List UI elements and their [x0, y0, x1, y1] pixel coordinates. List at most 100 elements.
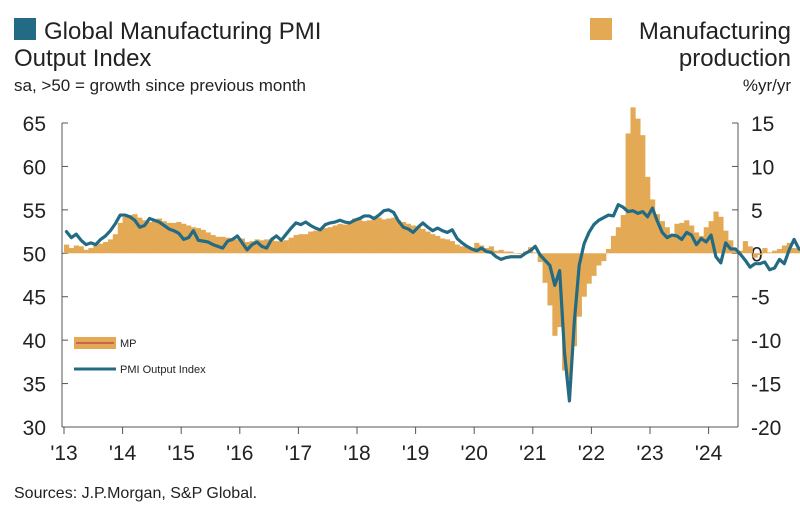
mp-bar [386, 218, 392, 254]
right-title-marker [590, 18, 612, 40]
mp-bar [776, 248, 783, 254]
mp-bar [781, 245, 788, 254]
mp-bar [225, 237, 231, 254]
mp-bar [571, 253, 578, 347]
mp-bar [327, 227, 333, 254]
mp-bar [68, 248, 75, 254]
right-subtitle: %yr/yr [743, 76, 792, 95]
mp-bar [410, 225, 416, 254]
mp-bar [444, 239, 451, 254]
mp-bar [742, 241, 748, 254]
mp-bar [796, 248, 800, 254]
mp-bar [342, 224, 348, 254]
mp-bar [464, 246, 470, 254]
mp-bar [190, 227, 197, 254]
mp-bar [142, 220, 148, 254]
x-tick-label: '14 [109, 442, 137, 465]
mp-bar [381, 219, 387, 254]
mp-bar [581, 253, 587, 297]
right-axis-ticks: 151050-5-10-15-20 [732, 113, 781, 440]
mp-bar [156, 218, 162, 254]
mp-bar [171, 222, 177, 254]
mp-bar [659, 221, 665, 254]
left-tick-label: 55 [23, 200, 46, 223]
mp-bar [161, 221, 167, 254]
mp-bar [357, 219, 363, 254]
mp-bar [449, 241, 455, 254]
mp-bar [552, 253, 558, 336]
right-tick-label: 5 [751, 200, 763, 223]
mp-bar [98, 243, 104, 254]
mp-bar [254, 239, 260, 254]
x-tick-label: '13 [50, 442, 77, 465]
mp-bar [186, 225, 192, 254]
mp-bar [298, 234, 304, 254]
mp-bar [117, 222, 123, 254]
mp-bar [689, 225, 695, 254]
mp-bar [640, 135, 646, 254]
mp-bar [635, 118, 641, 254]
mp-bar [234, 239, 241, 254]
right-tick-label: -10 [751, 330, 781, 353]
mp-bar [503, 251, 509, 254]
mp-bar [591, 253, 597, 276]
mp-bar [762, 248, 768, 254]
legend-pmi-label: PMI Output Index [120, 364, 206, 376]
mp-bar [352, 218, 358, 254]
x-tick-label: '21 [519, 442, 546, 465]
x-tick-label: '24 [695, 442, 723, 465]
mp-bar [313, 230, 319, 254]
left-tick-label: 65 [23, 113, 46, 136]
mp-bar [371, 218, 377, 254]
mp-bar [440, 238, 446, 254]
left-tick-label: 50 [23, 243, 46, 266]
mp-bar [322, 228, 328, 254]
mp-bar [630, 107, 636, 254]
mp-bar [415, 226, 421, 254]
x-tick-label: '15 [168, 442, 195, 465]
mp-bar [669, 235, 675, 254]
mp-bar [303, 234, 309, 254]
mp-bar [137, 217, 143, 254]
legend-mp-label: MP [120, 338, 137, 350]
left-tick-label: 35 [23, 374, 46, 397]
x-tick-label: '19 [402, 442, 429, 465]
mp-bar [601, 253, 607, 262]
mp-bar [718, 216, 724, 254]
x-tick-label: '20 [461, 442, 488, 465]
mp-bar [752, 253, 758, 258]
mp-bar [547, 253, 553, 306]
mp-bar [78, 246, 84, 254]
mp-bar [650, 199, 656, 254]
mp-bar [347, 222, 353, 254]
mp-bar [103, 241, 109, 254]
mp-bar [361, 221, 368, 254]
right-tick-label: -5 [751, 287, 770, 310]
x-tick-label: '22 [578, 442, 605, 465]
mp-bar [396, 220, 402, 254]
mp-bar [493, 250, 499, 254]
mp-bar [288, 237, 294, 254]
x-tick-label: '17 [285, 442, 312, 465]
mp-bar [684, 220, 690, 254]
left-tick-label: 60 [23, 156, 46, 179]
mp-bar [513, 253, 519, 254]
mp-bar [269, 239, 275, 254]
mp-bar [147, 222, 153, 254]
left-tick-label: 45 [23, 287, 46, 310]
mp-bar [425, 231, 431, 254]
mp-bar [83, 249, 89, 254]
mp-bar [615, 227, 621, 254]
mp-bar [293, 235, 299, 254]
left-tick-label: 40 [23, 330, 46, 353]
mp-bar [767, 252, 773, 254]
mp-bar [474, 242, 480, 254]
mp-bar [586, 253, 592, 284]
mp-bar [366, 220, 372, 254]
mp-bar [518, 253, 524, 255]
right-tick-label: -15 [751, 374, 781, 397]
left-title-marker [14, 18, 36, 40]
mp-bar [405, 223, 412, 254]
mp-bar [532, 252, 538, 254]
mp-bar [220, 236, 226, 254]
